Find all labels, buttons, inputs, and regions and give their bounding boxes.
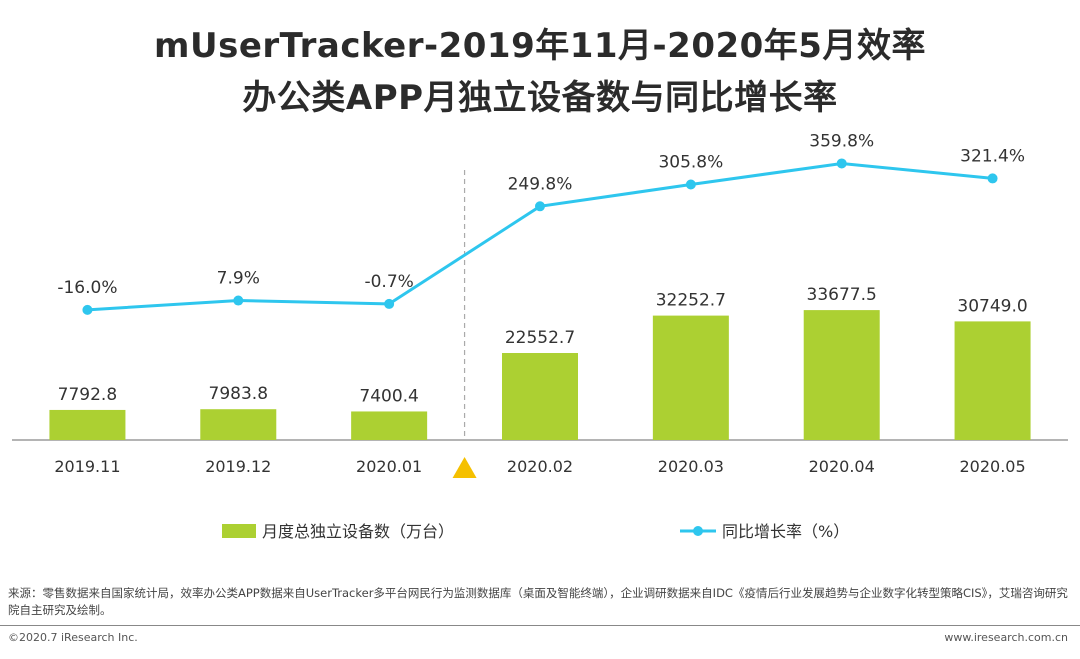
growth-label-2019.12: 7.9% <box>217 269 260 289</box>
divider-marker-triangle <box>452 457 477 478</box>
bar-2019.11 <box>49 409 126 440</box>
legend-swatch-dot <box>693 526 703 536</box>
bar-label-2019.12: 7983.8 <box>209 384 268 404</box>
growth-point-2020.03 <box>685 179 696 190</box>
bar-label-2020.01: 7400.4 <box>359 386 418 406</box>
bar-2020.04 <box>803 310 880 440</box>
growth-point-2020.02 <box>535 201 545 212</box>
footer-divider <box>0 625 1080 626</box>
growth-point-2020.01 <box>384 298 395 309</box>
x-tick-label-2020.05: 2020.05 <box>959 457 1025 476</box>
combo-chart: 7792.8 2019.11 7983.8 2019.12 7400.4 2020.01 2… <box>12 131 1068 541</box>
bar-label-2020.05: 30749.0 <box>957 296 1027 316</box>
bar-2020.02 <box>502 353 578 440</box>
growth-label-2020.04: 359.8% <box>809 131 874 151</box>
legend-label-line: 同比增长率（%） <box>722 522 849 541</box>
bar-label-2020.04: 33677.5 <box>807 285 877 305</box>
legend-label-bar: 月度总独立设备数（万台） <box>262 522 454 541</box>
x-tick-label-2020.01: 2020.01 <box>356 457 422 476</box>
bar-2020.05 <box>954 321 1031 440</box>
growth-point-2020.04 <box>836 158 847 169</box>
x-tick-label-2020.02: 2020.02 <box>507 457 573 476</box>
x-tick-label-2020.03: 2020.03 <box>658 457 724 476</box>
growth-point-2020.05 <box>987 173 998 184</box>
bar-2020.03 <box>652 315 729 440</box>
growth-label-2020.02: 249.8% <box>508 174 573 194</box>
x-tick-label-2019.12: 2019.12 <box>205 457 271 476</box>
bar-label-2019.11: 7792.8 <box>58 385 117 405</box>
bar-label-2020.03: 32252.7 <box>656 291 726 311</box>
growth-label-2020.05: 321.4% <box>960 146 1025 166</box>
growth-point-2019.12 <box>233 295 244 306</box>
growth-point-2019.11 <box>82 304 93 315</box>
growth-label-2019.11: -16.0% <box>57 278 117 298</box>
bar-2019.12 <box>200 409 277 440</box>
growth-label-2020.01: -0.7% <box>364 272 413 292</box>
copyright-text: ©2020.7 iResearch Inc. <box>8 631 138 644</box>
website-link[interactable]: www.iresearch.com.cn <box>944 631 1068 644</box>
bar-label-2020.02: 22552.7 <box>505 328 575 348</box>
x-tick-label-2020.04: 2020.04 <box>809 457 875 476</box>
growth-label-2020.03: 305.8% <box>658 152 723 172</box>
chart-title-line-2: 办公类APP月独立设备数与同比增长率 <box>242 78 838 118</box>
chart-title-line-1: mUserTracker-2019年11月-2020年5月效率 <box>154 26 926 66</box>
source-note: 来源：零售数据来自国家统计局，效率办公类APP数据来自UserTracker多平… <box>8 586 1068 617</box>
x-tick-label-2019.11: 2019.11 <box>54 457 120 476</box>
bar-2020.01 <box>351 411 428 440</box>
legend-swatch-bar <box>222 524 256 538</box>
